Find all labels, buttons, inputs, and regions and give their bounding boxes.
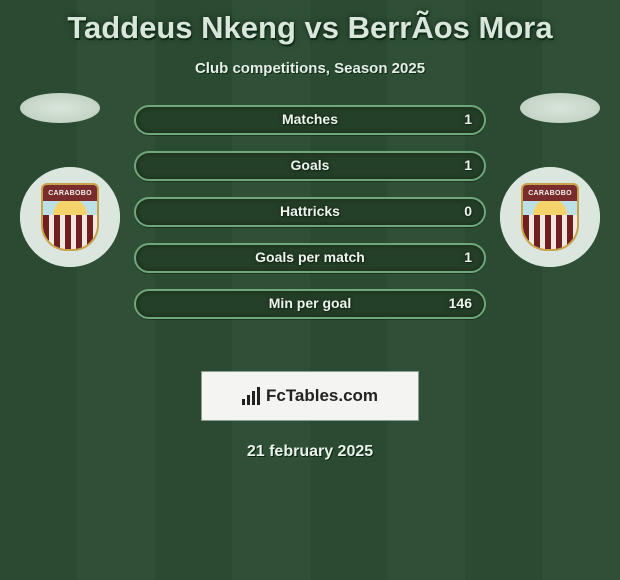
club-shield-icon: CARABOBO bbox=[41, 183, 99, 251]
page-subtitle: Club competitions, Season 2025 bbox=[0, 60, 620, 77]
stat-right-value: 1 bbox=[464, 111, 472, 127]
page-title: Taddeus Nkeng vs BerrÃ­os Mora bbox=[0, 0, 620, 46]
brand-text: FcTables.com bbox=[266, 386, 378, 406]
stat-label: Min per goal bbox=[269, 295, 351, 311]
stat-label: Matches bbox=[282, 111, 338, 127]
club-shield-label: CARABOBO bbox=[41, 183, 99, 201]
stat-row: Goals per match 1 bbox=[134, 243, 486, 273]
stat-right-value: 1 bbox=[464, 157, 472, 173]
stat-label: Goals per match bbox=[255, 249, 365, 265]
comparison-card: Taddeus Nkeng vs BerrÃ­os Mora Club comp… bbox=[0, 0, 620, 580]
stat-right-value: 0 bbox=[464, 203, 472, 219]
comparison-body: CARABOBO CARABOBO Matches 1 Goals 1 bbox=[0, 105, 620, 345]
club-shield-icon: CARABOBO bbox=[521, 183, 579, 251]
brand-barchart-icon bbox=[242, 387, 260, 405]
stat-right-value: 1 bbox=[464, 249, 472, 265]
stat-label: Hattricks bbox=[280, 203, 340, 219]
stat-row: Min per goal 146 bbox=[134, 289, 486, 319]
stat-row: Goals 1 bbox=[134, 151, 486, 181]
stat-right-value: 146 bbox=[449, 295, 472, 311]
stat-row: Hattricks 0 bbox=[134, 197, 486, 227]
player-photo-left bbox=[20, 93, 100, 123]
stats-bars: Matches 1 Goals 1 Hattricks 0 Goals per … bbox=[134, 105, 486, 319]
stat-row: Matches 1 bbox=[134, 105, 486, 135]
stat-label: Goals bbox=[291, 157, 330, 173]
club-shield-label: CARABOBO bbox=[521, 183, 579, 201]
brand-box: FcTables.com bbox=[201, 371, 419, 421]
card-date: 21 february 2025 bbox=[0, 443, 620, 461]
player-photo-right bbox=[520, 93, 600, 123]
club-badge-right: CARABOBO bbox=[500, 167, 600, 267]
club-badge-left: CARABOBO bbox=[20, 167, 120, 267]
